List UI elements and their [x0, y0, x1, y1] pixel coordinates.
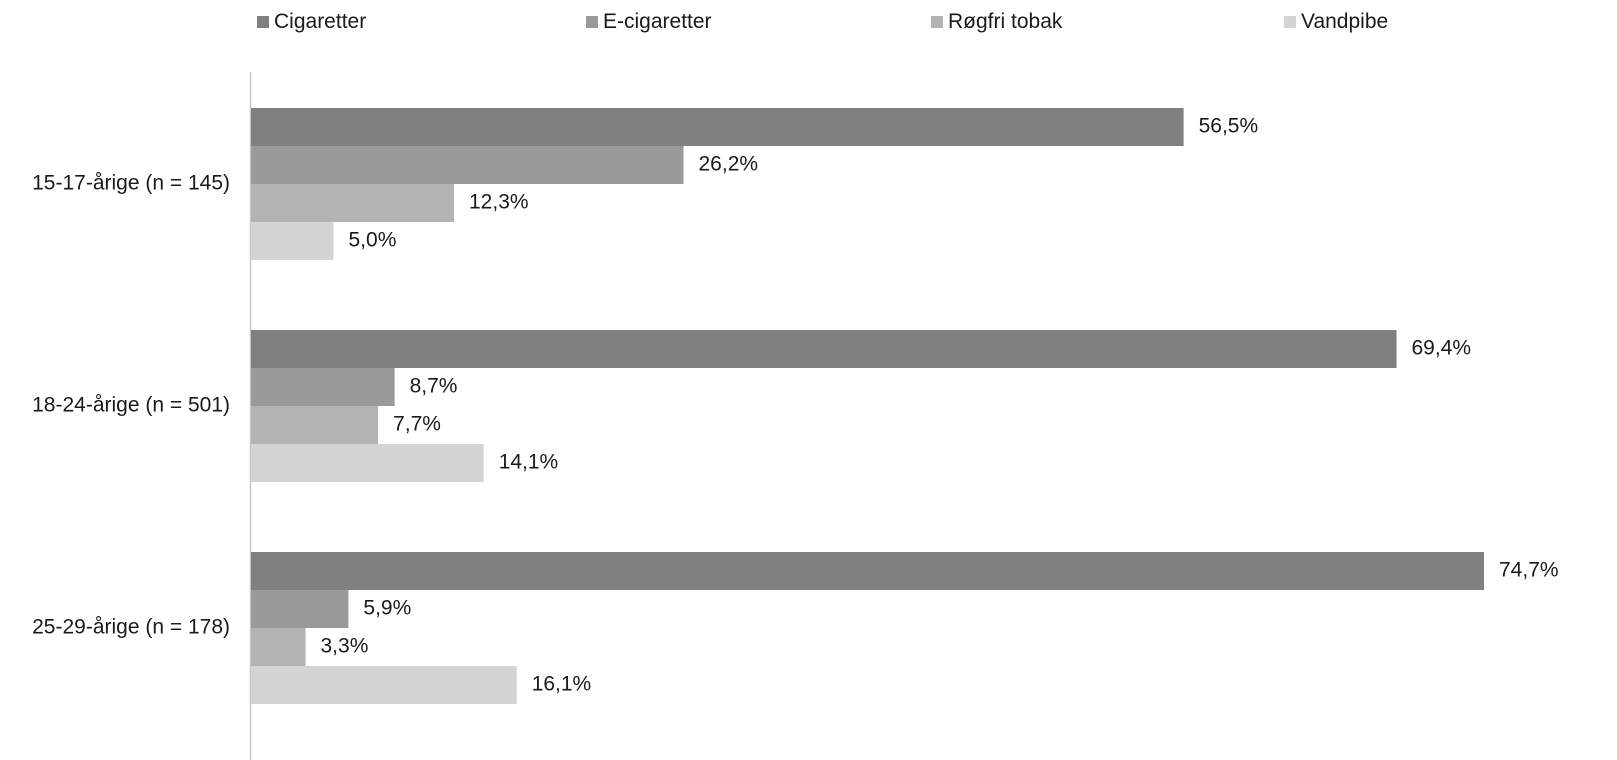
- data-label: 26,2%: [699, 153, 759, 176]
- legend-label-vandpibe: Vandpibe: [1301, 10, 1389, 33]
- bar: [251, 444, 484, 482]
- chart-legend: Cigaretter E-cigaretter Røgfri tobak Van…: [0, 10, 1617, 36]
- data-label: 74,7%: [1499, 559, 1559, 582]
- data-label: 69,4%: [1412, 337, 1472, 360]
- bar: [251, 184, 454, 222]
- value-labels-group: 56,5% 26,2% 12,3% 5,0% 69,4% 8,7% 7,7% 14,1% 74,…: [321, 115, 1559, 696]
- data-label: 14,1%: [499, 451, 559, 474]
- category-labels-group: 15-17-årige (n = 145) 18-24-årige (n = 50…: [32, 172, 230, 639]
- data-label: 5,9%: [363, 597, 411, 620]
- bar: [251, 628, 306, 666]
- bar: [251, 330, 1397, 368]
- data-label: 56,5%: [1199, 115, 1259, 138]
- legend-swatch-rogfri-tobak: [931, 16, 943, 28]
- bar: [251, 552, 1484, 590]
- data-label: 8,7%: [410, 375, 458, 398]
- data-label: 16,1%: [532, 673, 592, 696]
- bar: [251, 222, 334, 260]
- category-label: 18-24-årige (n = 501): [32, 394, 230, 417]
- data-label: 7,7%: [393, 413, 441, 436]
- data-label: 12,3%: [469, 191, 529, 214]
- category-label: 25-29-årige (n = 178): [32, 616, 230, 639]
- legend-item-rogfri-tobak: Røgfri tobak: [931, 10, 1062, 34]
- data-label: 5,0%: [349, 229, 397, 252]
- bar: [251, 108, 1184, 146]
- data-label: 3,3%: [321, 635, 369, 658]
- category-label: 15-17-årige (n = 145): [32, 172, 230, 195]
- bar: [251, 666, 517, 704]
- legend-label-cigaretter: Cigaretter: [274, 10, 367, 33]
- bars-group: [251, 108, 1484, 704]
- legend-swatch-vandpibe: [1284, 16, 1296, 28]
- legend-swatch-e-cigaretter: [586, 16, 598, 28]
- legend-swatch-cigaretter: [257, 16, 269, 28]
- legend-label-rogfri-tobak: Røgfri tobak: [948, 10, 1063, 33]
- legend-item-vandpibe: Vandpibe: [1284, 10, 1388, 34]
- bar: [251, 368, 395, 406]
- bar: [251, 406, 379, 444]
- bar: [251, 146, 684, 184]
- legend-label-e-cigaretter: E-cigaretter: [603, 10, 712, 33]
- bar: [251, 590, 349, 628]
- legend-item-cigaretter: Cigaretter: [257, 10, 366, 34]
- legend-item-e-cigaretter: E-cigaretter: [586, 10, 712, 34]
